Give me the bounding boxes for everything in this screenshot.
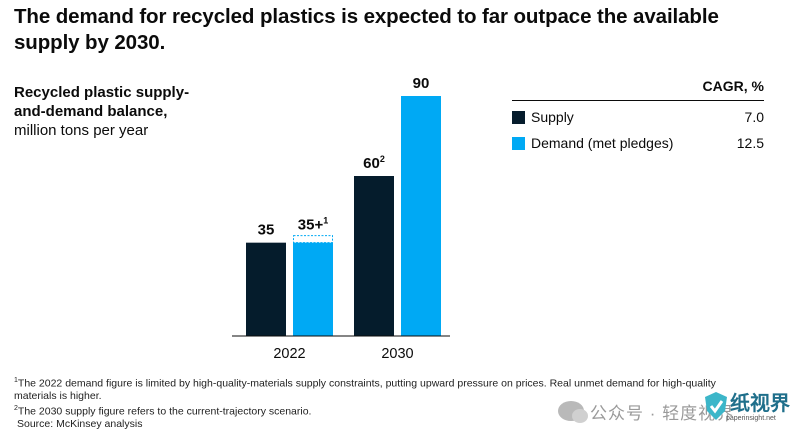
subtitle-bold: Recycled plastic supply-and-demand balan… [14, 84, 190, 120]
subtitle-units: million tons per year [14, 122, 149, 139]
legend-item-demand: Demand (met pledges) 12.5 [512, 130, 764, 156]
data-label-supply-2030: 602 [363, 154, 385, 172]
chart-subtitle: Recycled plastic supply-and-demand balan… [14, 83, 214, 140]
bar-demand-2030 [401, 96, 441, 336]
watermark-text: 公众号 · 轻度视界 [590, 403, 735, 423]
legend: CAGR, % Supply 7.0 Demand (met pledges) … [512, 78, 764, 156]
legend-item-supply: Supply 7.0 [512, 104, 764, 130]
legend-swatch-demand [512, 136, 525, 150]
legend-header: CAGR, % [512, 78, 764, 101]
data-label-demand-2030: 90 [413, 75, 430, 92]
legend-swatch-supply [512, 110, 525, 124]
watermark: 公众号 · 轻度视界 纸视界 paperinsight.net [558, 391, 798, 431]
shield-icon [705, 392, 727, 420]
bar-demand-2022 [293, 242, 333, 336]
watermark-logo: 纸视界 paperinsight.net [702, 385, 798, 431]
legend-label-supply: Supply [531, 109, 574, 125]
legend-value-demand: 12.5 [736, 135, 764, 151]
bar-supply-2030 [354, 176, 394, 336]
footnotes: 1The 2022 demand figure is limited by hi… [14, 375, 754, 430]
source-note: Source: McKinsey analysis [17, 417, 143, 430]
legend-label-demand: Demand (met pledges) [531, 135, 674, 151]
footnote-1: 1The 2022 demand figure is limited by hi… [14, 377, 716, 402]
bar-cap-demand-2022 [293, 235, 333, 244]
watermark-logo-text: 纸视界 [730, 391, 790, 415]
watermark-logo-url: paperinsight.net [726, 415, 776, 422]
footnote-2: 2The 2030 supply figure refers to the cu… [14, 404, 312, 418]
bar-supply-2022 [246, 242, 286, 336]
chart-title: The demand for recycled plastics is expe… [14, 5, 719, 54]
data-label-supply-2022: 35 [258, 222, 275, 239]
legend-value-supply: 7.0 [744, 109, 764, 125]
x-tick-label-2030: 2030 [381, 346, 413, 362]
data-label-demand-2022: 35+1 [298, 216, 328, 234]
x-tick-label-2022: 2022 [273, 346, 305, 362]
wechat-icon [558, 401, 588, 423]
